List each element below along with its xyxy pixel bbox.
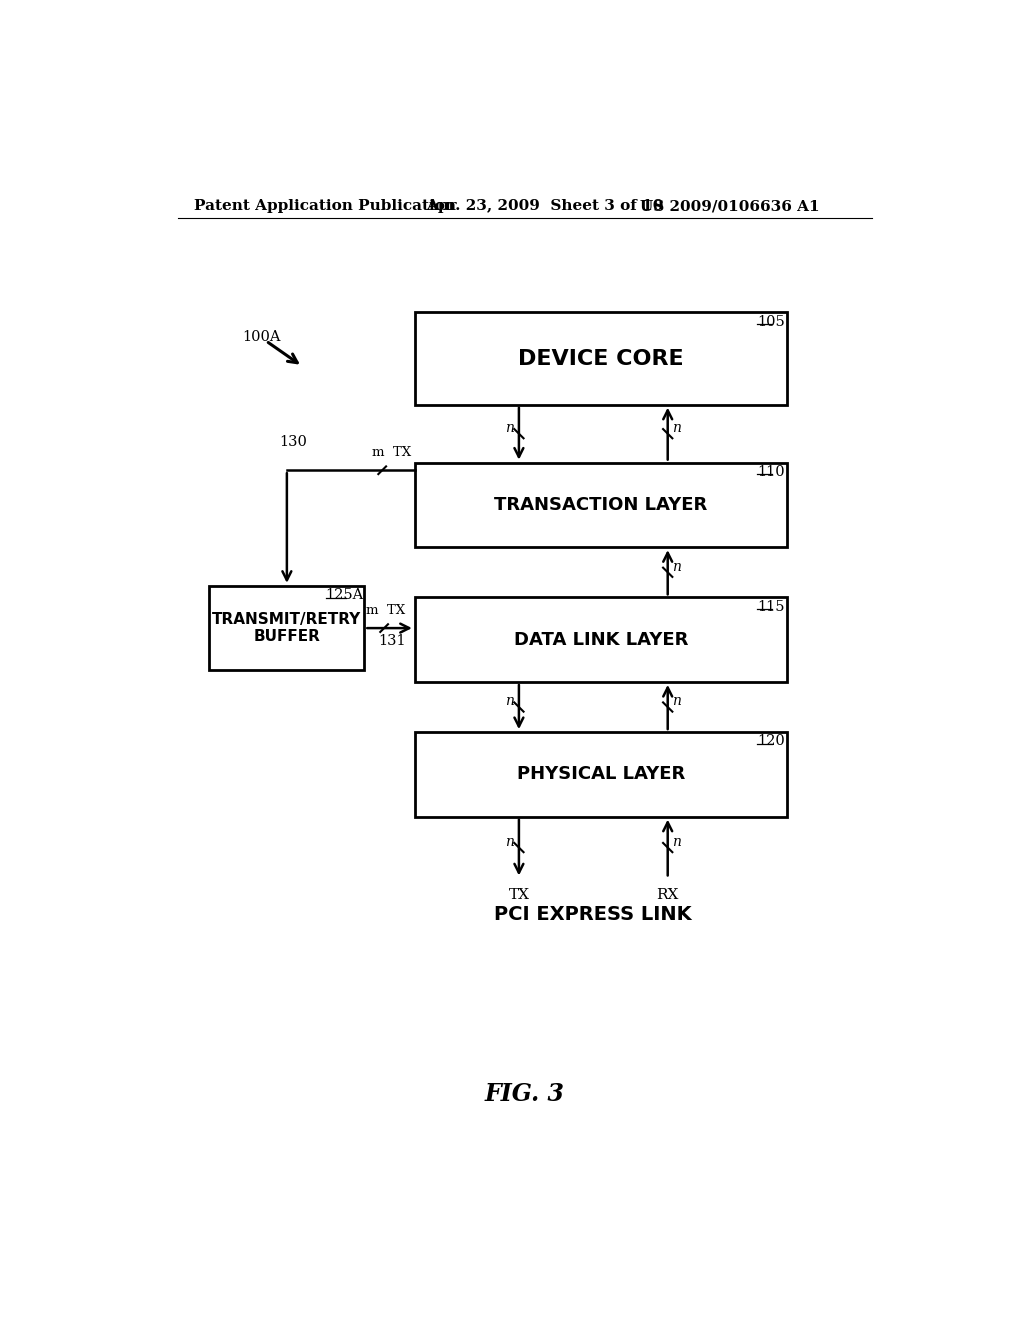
Text: n: n	[505, 836, 514, 849]
Text: m  TX: m TX	[367, 605, 406, 618]
Text: 125A: 125A	[326, 589, 364, 602]
Text: n: n	[673, 560, 681, 574]
Text: n: n	[673, 694, 681, 709]
Text: TRANSMIT/RETRY
BUFFER: TRANSMIT/RETRY BUFFER	[212, 612, 361, 644]
Bar	[209, 586, 365, 671]
Bar	[415, 733, 786, 817]
Text: RX: RX	[656, 887, 679, 902]
Text: 130: 130	[280, 434, 307, 449]
Bar	[415, 597, 786, 682]
Text: DEVICE CORE: DEVICE CORE	[518, 348, 684, 368]
Text: US 2009/0106636 A1: US 2009/0106636 A1	[640, 199, 819, 213]
Text: 110: 110	[758, 465, 785, 479]
Text: Apr. 23, 2009  Sheet 3 of 10: Apr. 23, 2009 Sheet 3 of 10	[426, 199, 664, 213]
Text: DATA LINK LAYER: DATA LINK LAYER	[514, 631, 688, 648]
Text: PHYSICAL LAYER: PHYSICAL LAYER	[517, 766, 685, 783]
Text: TRANSACTION LAYER: TRANSACTION LAYER	[495, 496, 708, 513]
Text: 131: 131	[378, 635, 406, 648]
Text: TX: TX	[508, 887, 529, 902]
Text: FIG. 3: FIG. 3	[484, 1082, 565, 1106]
Bar	[415, 313, 786, 405]
Text: n: n	[505, 694, 514, 709]
Bar	[415, 462, 786, 548]
Text: 120: 120	[758, 734, 785, 748]
Text: n: n	[673, 421, 681, 436]
Text: 100A: 100A	[243, 330, 282, 345]
Text: n: n	[673, 836, 681, 849]
Text: 115: 115	[758, 599, 784, 614]
Text: m  TX: m TX	[372, 446, 412, 459]
Text: PCI EXPRESS LINK: PCI EXPRESS LINK	[495, 906, 692, 924]
Text: 105: 105	[758, 314, 785, 329]
Text: Patent Application Publication: Patent Application Publication	[194, 199, 456, 213]
Text: n: n	[505, 421, 514, 436]
